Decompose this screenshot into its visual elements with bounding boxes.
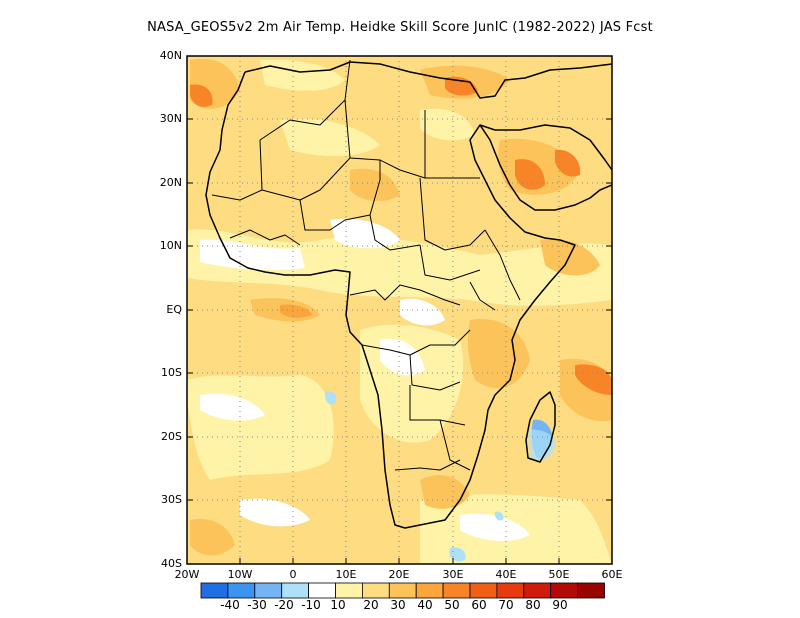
colorbar-label: 50 (444, 598, 460, 612)
skill-field (187, 58, 612, 564)
lon-label-20e: 20E (388, 568, 410, 581)
lon-label-30e: 30E (442, 568, 464, 581)
colorbar-label: -20 (274, 598, 294, 612)
colorbar (200, 582, 605, 599)
lon-label-60e: 60E (601, 568, 623, 581)
colorbar-swatch (469, 582, 498, 599)
colorbar-swatch (496, 582, 525, 599)
colorbar-swatch (227, 582, 256, 599)
colorbar-label: 70 (498, 598, 514, 612)
colorbar-swatch (388, 582, 417, 599)
lon-label-0: 0 (289, 568, 297, 581)
lat-label-40s: 40S (161, 557, 182, 570)
lon-label-10w: 10W (227, 568, 253, 581)
colorbar-label: -40 (220, 598, 240, 612)
colorbar-swatch (442, 582, 471, 599)
colorbar-swatch (200, 582, 229, 599)
axis-ticks (186, 55, 613, 565)
grid-lines (187, 56, 612, 564)
colorbar-swatch (550, 582, 579, 599)
lat-label-40n: 40N (159, 49, 182, 62)
country-borders (211, 59, 521, 471)
colorbar-swatch (577, 582, 605, 599)
colorbar-swatch (335, 582, 363, 599)
colorbar-swatch (308, 582, 336, 599)
coastlines (205, 61, 612, 529)
colorbar-label: 10 (330, 598, 346, 612)
lon-label-50e: 50E (548, 568, 570, 581)
colorbar-label: 90 (552, 598, 568, 612)
colorbar-label: 80 (525, 598, 541, 612)
lat-label-30s: 30S (161, 493, 182, 506)
colorbar-swatch (361, 582, 390, 599)
colorbar-label: -30 (247, 598, 267, 612)
colorbar-label: 30 (390, 598, 406, 612)
map-title: NASA_GEOS5v2 2m Air Temp. Heidke Skill S… (147, 20, 653, 35)
lat-label-20s: 20S (161, 430, 182, 443)
colorbar-swatch (254, 582, 283, 599)
colorbar-swatch (415, 582, 444, 599)
colorbar-swatch (281, 582, 310, 599)
lon-label-40e: 40E (495, 568, 517, 581)
lat-label-10s: 10S (161, 366, 182, 379)
colorbar-swatch (523, 582, 552, 599)
map-background (187, 56, 612, 564)
colorbar-label: -10 (301, 598, 321, 612)
lat-label-10n: 10N (159, 239, 182, 252)
colorbar-label: 20 (363, 598, 379, 612)
colorbar-label: 60 (471, 598, 487, 612)
lon-label-10e: 10E (335, 568, 357, 581)
lat-label-eq: EQ (166, 303, 182, 316)
colorbar-label: 40 (417, 598, 433, 612)
lat-label-30n: 30N (159, 112, 182, 125)
lon-label-20w: 20W (174, 568, 200, 581)
lat-label-20n: 20N (159, 176, 182, 189)
